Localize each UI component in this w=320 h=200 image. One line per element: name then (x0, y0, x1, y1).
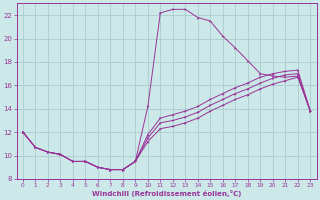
X-axis label: Windchill (Refroidissement éolien,°C): Windchill (Refroidissement éolien,°C) (92, 190, 241, 197)
